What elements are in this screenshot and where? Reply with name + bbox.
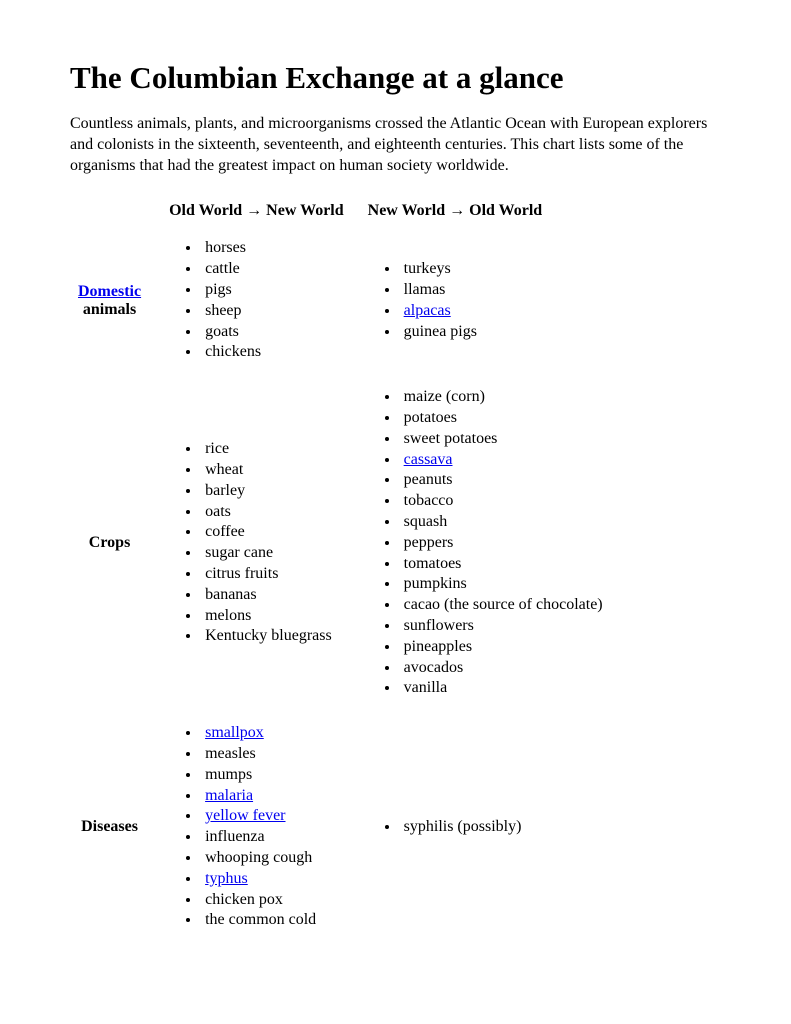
list-item: peppers — [400, 533, 603, 554]
item-link[interactable]: smallpox — [205, 724, 264, 741]
list-item: pineapples — [400, 637, 603, 658]
item-list: turkeysllamasalpacas guinea pigs — [360, 259, 603, 342]
item-list: maize (corn)potatoessweet potatoescassav… — [360, 387, 603, 699]
list-item: maize (corn) — [400, 387, 603, 408]
row-label: Diseases — [70, 711, 153, 943]
list-item: malaria — [201, 786, 344, 807]
list-item: llamas — [400, 280, 603, 301]
cell-old_to_new: horsescattlepigssheepgoatschickens — [153, 226, 352, 375]
list-item: potatoes — [400, 408, 603, 429]
list-item: cattle — [201, 259, 344, 280]
list-item: Kentucky bluegrass — [201, 626, 344, 647]
list-item: rice — [201, 439, 344, 460]
list-item: melons — [201, 606, 344, 627]
list-item: sheep — [201, 301, 344, 322]
page-title: The Columbian Exchange at a glance — [70, 60, 721, 96]
item-link[interactable]: alpacas — [404, 302, 451, 319]
list-item: goats — [201, 322, 344, 343]
cell-old_to_new: smallpox measlesmumpsmalaria yellow fever i… — [153, 711, 352, 943]
intro-paragraph: Countless animals, plants, and microorga… — [70, 114, 721, 176]
list-item: pumpkins — [400, 574, 603, 595]
list-item: cassava — [400, 450, 603, 471]
list-item: vanilla — [400, 678, 603, 699]
list-item: influenza — [201, 827, 344, 848]
item-link[interactable]: malaria — [205, 787, 253, 804]
list-item: whooping cough — [201, 848, 344, 869]
list-item: typhus — [201, 869, 344, 890]
list-item: yellow fever — [201, 806, 344, 827]
table-row: Cropsricewheatbarleyoatscoffeesugar cane… — [70, 375, 611, 711]
list-item: chickens — [201, 342, 344, 363]
list-item: wheat — [201, 460, 344, 481]
list-item: sugar cane — [201, 543, 344, 564]
list-item: tobacco — [400, 491, 603, 512]
list-item: sweet potatoes — [400, 429, 603, 450]
exchange-table: Old World → New World New World → Old Wo… — [70, 196, 611, 943]
item-link[interactable]: yellow fever — [205, 807, 285, 824]
list-item: avocados — [400, 658, 603, 679]
list-item: smallpox — [201, 723, 344, 744]
list-item: peanuts — [400, 470, 603, 491]
empty-header — [70, 196, 153, 226]
cell-new_to_old: syphilis (possibly) — [352, 711, 611, 943]
list-item: guinea pigs — [400, 322, 603, 343]
column-header-new-to-old: New World → Old World — [352, 196, 611, 226]
list-item: squash — [400, 512, 603, 533]
table-row: Diseases smallpox measlesmumpsmalaria yello… — [70, 711, 611, 943]
item-list: ricewheatbarleyoatscoffeesugar canecitru… — [161, 439, 344, 647]
row-label: Crops — [70, 375, 153, 711]
cell-new_to_old: maize (corn)potatoessweet potatoescassav… — [352, 375, 611, 711]
item-list: horsescattlepigssheepgoatschickens — [161, 238, 344, 363]
item-list: smallpox measlesmumpsmalaria yellow fever i… — [161, 723, 344, 931]
item-list: syphilis (possibly) — [360, 817, 603, 838]
column-header-old-to-new: Old World → New World — [153, 196, 352, 226]
row-label-link[interactable]: Domestic — [78, 283, 141, 300]
item-link[interactable]: typhus — [205, 870, 248, 887]
row-label-text: animals — [83, 301, 136, 318]
list-item: syphilis (possibly) — [400, 817, 603, 838]
list-item: cacao (the source of chocolate) — [400, 595, 603, 616]
list-item: pigs — [201, 280, 344, 301]
list-item: the common cold — [201, 910, 344, 931]
cell-old_to_new: ricewheatbarleyoatscoffeesugar canecitru… — [153, 375, 352, 711]
list-item: mumps — [201, 765, 344, 786]
list-item: chicken pox — [201, 890, 344, 911]
row-label: Domesticanimals — [70, 226, 153, 375]
list-item: turkeys — [400, 259, 603, 280]
list-item: bananas — [201, 585, 344, 606]
table-row: Domesticanimalshorsescattlepigssheepgoat… — [70, 226, 611, 375]
list-item: tomatoes — [400, 554, 603, 575]
list-item: alpacas — [400, 301, 603, 322]
list-item: sunflowers — [400, 616, 603, 637]
list-item: citrus fruits — [201, 564, 344, 585]
item-link[interactable]: cassava — [404, 451, 453, 468]
list-item: coffee — [201, 522, 344, 543]
cell-new_to_old: turkeysllamasalpacas guinea pigs — [352, 226, 611, 375]
list-item: oats — [201, 502, 344, 523]
list-item: measles — [201, 744, 344, 765]
list-item: barley — [201, 481, 344, 502]
list-item: horses — [201, 238, 344, 259]
